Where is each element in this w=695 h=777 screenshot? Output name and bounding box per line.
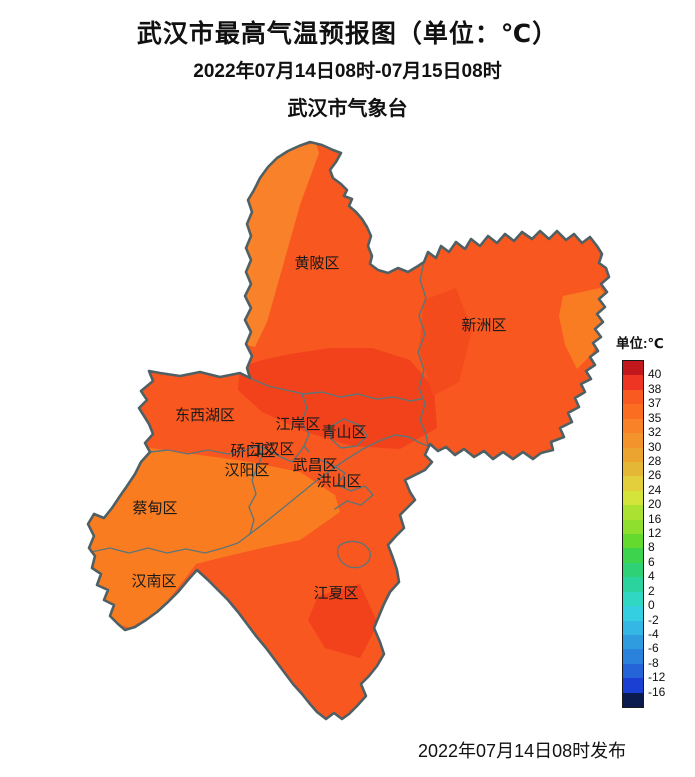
district-label: 江夏区 [313, 585, 358, 602]
district-label: 青山区 [321, 424, 366, 441]
zone-west-35-37 [88, 440, 340, 628]
district-label: 汉南区 [131, 573, 176, 590]
zone-north-35-37 [246, 143, 319, 347]
district-label: 江汉区 [249, 441, 294, 458]
boundary-dongxihu-south [149, 445, 263, 535]
boundary-huangpi-south [249, 377, 422, 402]
page-title: 武汉市最高气温预报图（单位：℃） [136, 20, 559, 48]
district-label: 新洲区 [461, 317, 506, 334]
zone-east-tip-35-37 [559, 288, 609, 369]
zone-xinzhou-38 [419, 288, 472, 396]
district-label: 黄陂区 [294, 255, 339, 272]
boundary-jiangxia-lake [336, 540, 371, 569]
district-label: 硚口区 [230, 443, 275, 460]
zone-south-38-40 [308, 584, 378, 658]
district-label: 洪山区 [316, 473, 361, 490]
boundary-qiaokou [257, 445, 305, 463]
issuing-agency: 武汉市气象台 [287, 98, 408, 120]
district-label: 汉阳区 [224, 462, 269, 479]
district-label: 江岸区 [275, 416, 320, 433]
district-label: 东西湖区 [175, 407, 235, 424]
district-label: 蔡甸区 [132, 500, 177, 517]
boundary-caidian-hannan [90, 533, 251, 554]
forecast-period: 2022年07月14日08时-07月15日08时 [193, 61, 502, 82]
district-boundaries [90, 261, 429, 569]
boundary-jiangan [300, 393, 310, 453]
boundary-yangtze-river [249, 434, 429, 535]
district-label: 武昌区 [292, 457, 337, 474]
zone-center-38-40 [238, 348, 437, 449]
boundary-east-lake [317, 458, 374, 510]
boundary-huangpi-xinzhou [417, 261, 429, 447]
issue-time: 2022年07月14日08时发布 [418, 741, 627, 761]
boundary-qingshan [329, 418, 368, 449]
